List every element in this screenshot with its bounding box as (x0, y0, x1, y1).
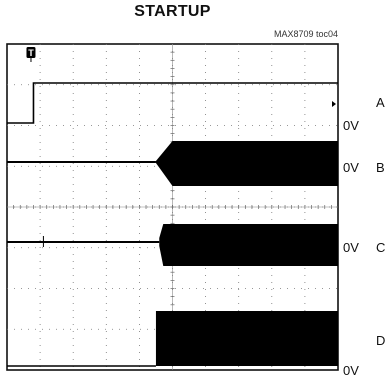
chart-title: STARTUP (134, 3, 211, 20)
trace-c-envelope (159, 224, 338, 266)
zero-level-label-c: 0V (343, 240, 359, 255)
channel-label-d: D (376, 333, 386, 348)
zero-level-label-d: 0V (343, 363, 359, 378)
trace-d-envelope (155, 311, 338, 366)
trigger-marker (26, 47, 36, 58)
channel-label-a: A (376, 95, 385, 110)
ground-reference-arrow (332, 101, 336, 107)
channel-label-c: C (376, 240, 386, 255)
zero-level-label-b: 0V (343, 160, 359, 175)
zero-level-label-a: 0V (343, 118, 359, 133)
trace-b-envelope (155, 141, 338, 186)
trace-a (7, 82, 338, 124)
figure-tag: MAX8709 toc04 (273, 29, 338, 39)
channel-label-b: B (376, 160, 385, 175)
trigger-marker-label: T (28, 48, 34, 58)
